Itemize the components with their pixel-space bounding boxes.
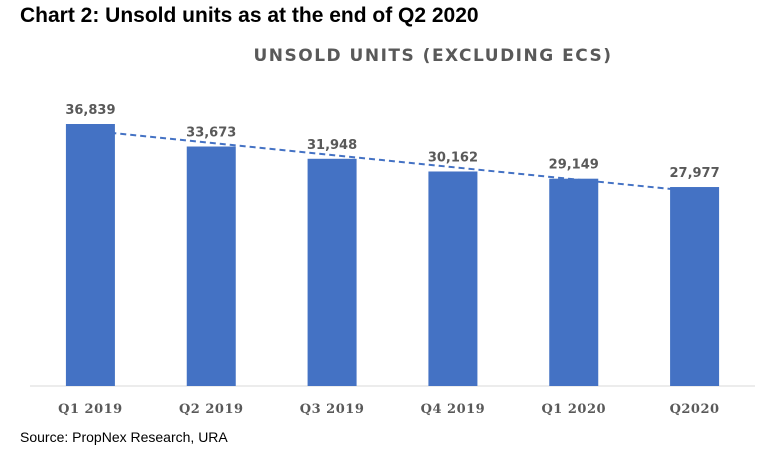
bar: [549, 178, 599, 386]
trendline: [90, 129, 695, 193]
category-label: Q1 2019: [58, 402, 123, 417]
bar: [428, 171, 478, 386]
bar: [186, 146, 236, 386]
category-label: Q1 2020: [541, 402, 606, 417]
source-note: Source: PropNex Research, URA: [20, 429, 228, 445]
category-label: Q2 2019: [179, 402, 244, 417]
data-label: 27,977: [669, 166, 719, 181]
bar: [670, 187, 720, 386]
bar: [307, 158, 357, 386]
category-label: Q3 2019: [300, 402, 365, 417]
bar: [65, 124, 115, 386]
figure-title: Chart 2: Unsold units as at the end of Q…: [20, 4, 479, 27]
data-label: 29,149: [549, 158, 599, 173]
category-label: Q4 2019: [421, 402, 486, 417]
chart-title: UNSOLD UNITS (EXCLUDING ECS): [253, 46, 613, 66]
data-label: 33,673: [186, 126, 236, 141]
category-label: Q2020: [670, 402, 720, 417]
data-label: 36,839: [65, 103, 115, 118]
data-label: 31,948: [307, 138, 357, 153]
data-label: 30,162: [428, 150, 478, 165]
